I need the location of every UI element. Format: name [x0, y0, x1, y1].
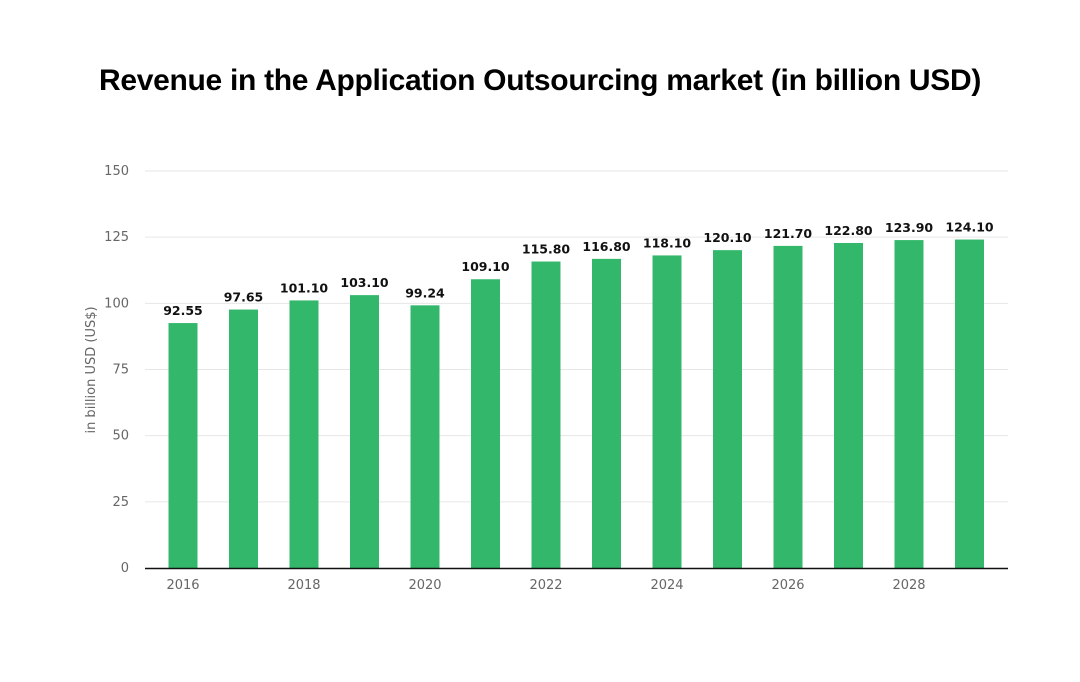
data-label: 92.55	[163, 303, 203, 318]
x-tick-label: 2016	[166, 578, 199, 593]
bar-2028	[894, 240, 924, 568]
y-tick-label: 100	[104, 296, 129, 311]
x-tick-label: 2020	[408, 578, 441, 593]
x-tick-label: 2022	[529, 578, 562, 593]
data-label: 115.80	[522, 242, 571, 257]
data-label: 118.10	[643, 235, 692, 250]
bar-2025	[713, 250, 742, 569]
x-tick-label: 2026	[771, 578, 804, 593]
y-tick-label: 0	[121, 561, 129, 576]
x-tick-label: 2024	[650, 578, 683, 593]
bar-2018	[289, 300, 319, 568]
data-label: 97.65	[224, 290, 264, 305]
data-label: 120.10	[703, 230, 752, 245]
data-label: 103.10	[340, 275, 389, 290]
data-label: 99.24	[405, 285, 445, 300]
y-axis-label: in billion USD (US$)	[84, 306, 99, 433]
y-tick-label: 25	[112, 495, 129, 510]
bar-2026	[773, 245, 803, 568]
y-tick-label: 50	[112, 429, 129, 444]
data-label: 109.10	[461, 259, 510, 274]
bar-2023	[592, 258, 621, 568]
data-label: 122.80	[824, 223, 873, 238]
bar-2027	[834, 242, 863, 569]
bar-2024	[652, 255, 682, 569]
data-label: 121.70	[764, 226, 813, 241]
data-label: 123.90	[885, 220, 934, 235]
bar-2021	[471, 279, 500, 568]
y-tick-label: 125	[104, 230, 129, 245]
bar-2022	[531, 261, 561, 568]
y-tick-label: 150	[104, 164, 129, 179]
bar-2020	[410, 305, 440, 568]
x-tick-label: 2018	[287, 578, 320, 593]
chart-title: Revenue in the Application Outsourcing m…	[98, 64, 982, 97]
bar-2017	[229, 309, 258, 568]
data-label: 101.10	[280, 280, 329, 295]
data-label: 116.80	[582, 239, 631, 254]
data-label: 124.10	[945, 220, 994, 235]
x-tick-label: 2028	[892, 578, 925, 593]
bar-2019	[350, 295, 379, 568]
bar-2016	[168, 323, 198, 568]
y-tick-label: 75	[112, 363, 129, 378]
bar-2029	[955, 239, 984, 569]
